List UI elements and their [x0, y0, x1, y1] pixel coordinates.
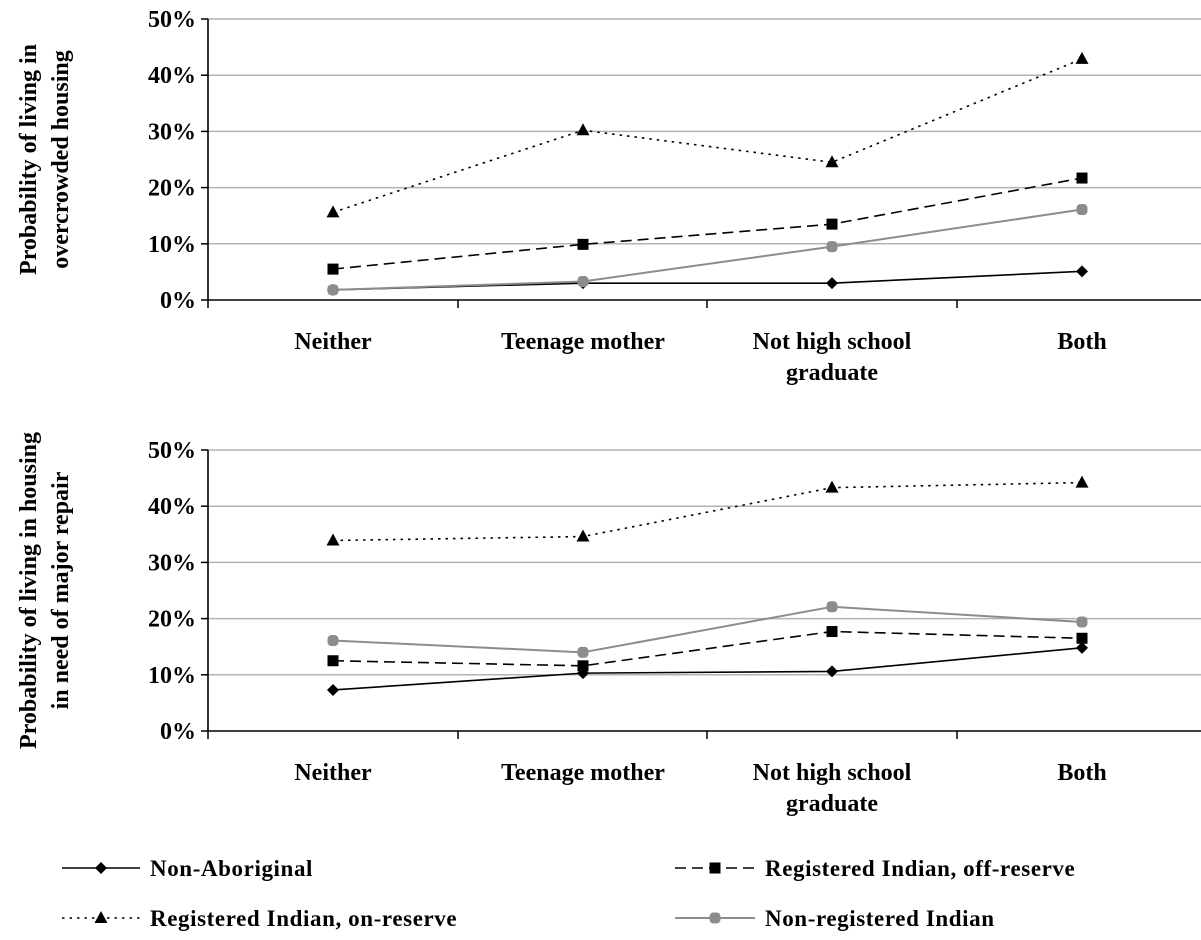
data-point-series-3	[326, 205, 340, 218]
data-point-series-1	[826, 277, 838, 290]
series-line-2	[332, 630, 1083, 667]
x-tick-label: Neither	[294, 329, 372, 355]
data-point-series-4	[1076, 204, 1088, 216]
x-tick-label: Not high school graduate	[753, 329, 912, 386]
legend-label: Registered Indian, off-reserve	[765, 856, 1075, 881]
chart-panel-1: 0% 10% 20% 30% 40% 50% Neither Teenage mother No…	[16, 7, 1201, 386]
data-point-series-2	[826, 626, 838, 638]
data-point-series-2	[577, 660, 589, 672]
series-line-1	[332, 647, 1083, 691]
legend-item: Registered Indian, on-reserve	[62, 906, 457, 931]
legend-label: Registered Indian, on-reserve	[150, 906, 457, 931]
y-tick-label: 30%	[148, 550, 196, 576]
data-point-series-4	[826, 601, 838, 613]
legend: Non-Aboriginal Registered Indian, off-res…	[62, 856, 1075, 931]
legend-marker	[95, 862, 107, 874]
y-tick-label: 0%	[160, 288, 196, 314]
data-point-series-3	[1075, 51, 1089, 64]
series-line-3	[332, 481, 1083, 542]
y-tick-label: 30%	[148, 119, 196, 145]
y-tick-label: 10%	[148, 232, 196, 258]
series-line-4	[332, 208, 1083, 291]
data-point-series-4	[1076, 616, 1088, 628]
y-tick-label: 40%	[148, 494, 196, 520]
data-point-series-4	[327, 635, 339, 647]
y-tick-label: 20%	[148, 176, 196, 202]
data-point-series-4	[577, 275, 589, 287]
chart-panel-2: 0% 10% 20% 30% 40% 50% Neither Teenage mother No…	[16, 432, 1201, 817]
data-point-series-2	[327, 263, 339, 275]
x-tick-label: Neither	[294, 760, 372, 786]
y-axis-title: Probability of living in housing in need …	[16, 432, 74, 749]
legend-label: Non-registered Indian	[765, 906, 995, 931]
data-point-series-3	[825, 155, 839, 168]
data-point-series-1	[327, 683, 339, 696]
data-point-series-2	[327, 655, 339, 667]
data-point-series-4	[577, 646, 589, 658]
series-line-2	[332, 177, 1083, 270]
data-point-series-2	[1076, 172, 1088, 184]
x-tick-label: Both	[1057, 329, 1106, 355]
legend-marker	[709, 912, 721, 924]
x-tick-label: Not high school graduate	[753, 760, 912, 817]
legend-item: Registered Indian, off-reserve	[675, 856, 1075, 881]
legend-item: Non-registered Indian	[675, 906, 995, 931]
y-tick-label: 50%	[148, 438, 196, 464]
x-tick-label: Both	[1057, 760, 1106, 786]
data-point-series-3	[576, 529, 590, 542]
legend-marker	[709, 862, 721, 874]
data-point-series-3	[1075, 475, 1089, 488]
legend-item: Non-Aboriginal	[62, 856, 313, 881]
y-tick-label: 0%	[160, 719, 196, 745]
x-tick-label: Teenage mother	[501, 329, 665, 355]
data-point-series-2	[577, 238, 589, 250]
series-line-1	[332, 270, 1083, 291]
data-point-series-2	[1076, 632, 1088, 644]
series-line-4	[332, 605, 1083, 654]
y-tick-label: 40%	[148, 63, 196, 89]
y-tick-label: 20%	[148, 607, 196, 633]
data-point-series-1	[1076, 265, 1088, 278]
y-axis-title: Probability of living in overcrowded hous…	[16, 44, 74, 275]
data-point-series-3	[326, 533, 340, 546]
legend-marker	[94, 911, 108, 923]
data-point-series-4	[327, 284, 339, 296]
data-point-series-4	[826, 241, 838, 253]
y-tick-label: 10%	[148, 663, 196, 689]
legend-label: Non-Aboriginal	[150, 856, 313, 881]
data-point-series-2	[826, 218, 838, 230]
data-point-series-1	[1076, 641, 1088, 654]
y-tick-label: 50%	[148, 7, 196, 33]
data-point-series-3	[825, 480, 839, 493]
data-point-series-1	[826, 665, 838, 678]
series-line-3	[332, 58, 1083, 214]
data-point-series-3	[576, 123, 590, 136]
x-tick-label: Teenage mother	[501, 760, 665, 786]
